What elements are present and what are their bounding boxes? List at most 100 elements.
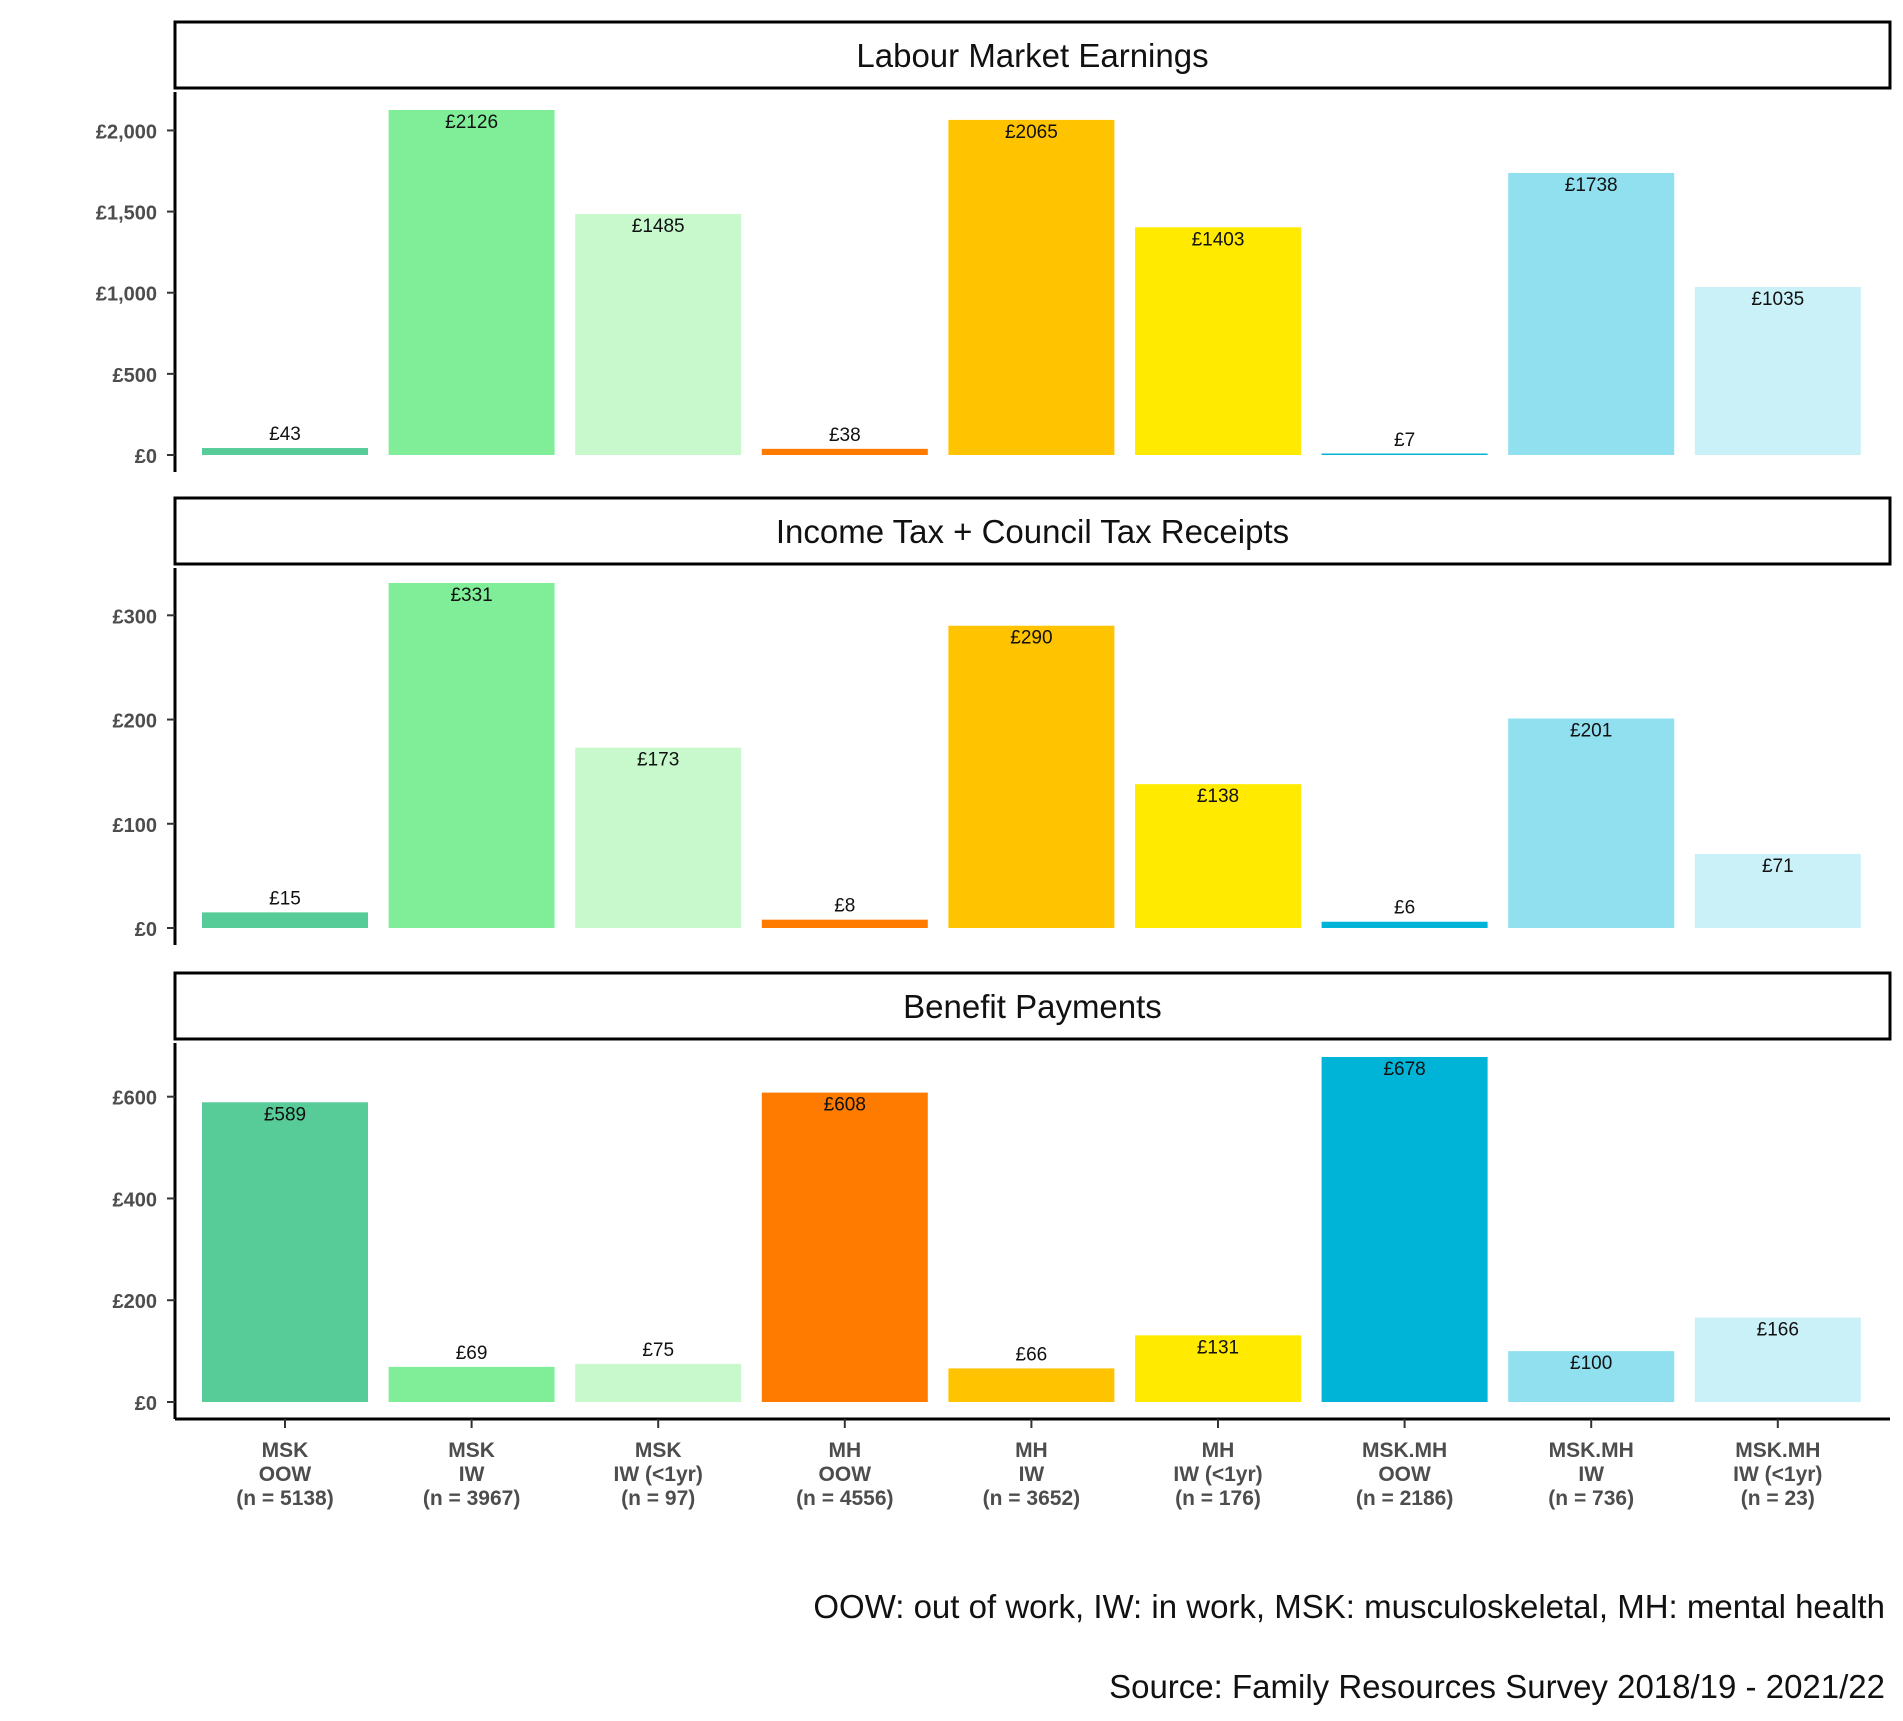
x-tick-label: (n = 3652) — [983, 1487, 1080, 1510]
y-tick-label: £400 — [113, 1189, 158, 1211]
bar — [948, 1368, 1115, 1402]
bar — [1321, 453, 1488, 455]
x-tick-label: (n = 2186) — [1356, 1487, 1453, 1510]
bar — [1508, 718, 1675, 928]
data-label: £2065 — [1005, 122, 1058, 143]
y-tick-label: £0 — [135, 446, 157, 468]
x-tick-label: MH — [828, 1439, 861, 1462]
data-label: £69 — [456, 1343, 488, 1364]
x-tick-label: (n = 5138) — [236, 1487, 333, 1510]
bar — [1135, 784, 1301, 928]
data-label: £608 — [824, 1095, 866, 1116]
data-label: £173 — [637, 750, 679, 771]
panel-title: Income Tax + Council Tax Receipts — [776, 513, 1289, 550]
data-label: £38 — [829, 425, 861, 446]
bar — [1508, 1351, 1675, 1402]
data-label: £100 — [1570, 1353, 1612, 1374]
data-label: £1403 — [1192, 229, 1245, 250]
x-tick-label: MH — [1202, 1439, 1235, 1462]
x-tick-label: OOW — [259, 1463, 312, 1486]
bar — [1694, 1317, 1861, 1402]
x-tick-label: MSK.MH — [1362, 1439, 1447, 1462]
bar — [1135, 227, 1301, 455]
data-label: £7 — [1394, 430, 1415, 451]
x-tick-label: (n = 23) — [1741, 1487, 1815, 1510]
x-tick-label: IW (<1yr) — [614, 1463, 703, 1486]
x-tick-label: MSK — [448, 1439, 495, 1462]
data-label: £1035 — [1751, 289, 1804, 310]
y-tick-label: £2,000 — [96, 121, 157, 143]
y-tick-label: £200 — [113, 1291, 158, 1313]
bar — [761, 919, 928, 928]
data-label: £15 — [269, 888, 301, 909]
data-label: £166 — [1757, 1320, 1799, 1341]
x-tick-label: OOW — [819, 1463, 872, 1486]
bar — [202, 912, 368, 928]
data-label: £43 — [269, 424, 301, 445]
y-tick-label: £0 — [135, 919, 157, 941]
bar — [1135, 1335, 1301, 1402]
x-tick-label: IW — [459, 1463, 485, 1486]
bar — [575, 1363, 742, 1402]
source-caption: Source: Family Resources Survey 2018/19 … — [1109, 1668, 1885, 1705]
data-label: £75 — [642, 1340, 674, 1361]
bar — [1321, 921, 1488, 928]
bar — [575, 214, 742, 455]
data-label: £201 — [1570, 720, 1612, 741]
bar — [575, 747, 742, 928]
bar — [1694, 853, 1861, 928]
x-tick-label: IW — [1578, 1463, 1604, 1486]
bar — [388, 583, 555, 928]
x-tick-label: MSK.MH — [1549, 1439, 1634, 1462]
y-tick-label: £500 — [113, 365, 158, 387]
data-label: £6 — [1394, 898, 1415, 919]
x-tick-label: MH — [1015, 1439, 1048, 1462]
y-tick-label: £1,000 — [96, 284, 157, 306]
y-tick-label: £200 — [113, 711, 158, 733]
y-tick-label: £0 — [135, 1393, 157, 1415]
data-label: £138 — [1197, 786, 1239, 807]
x-tick-label: (n = 4556) — [796, 1487, 893, 1510]
x-tick-label: MSK — [635, 1439, 682, 1462]
data-label: £678 — [1383, 1059, 1425, 1080]
x-tick-label: OOW — [1378, 1463, 1431, 1486]
panel-strip — [173, 971, 1892, 1041]
data-label: £131 — [1197, 1337, 1239, 1358]
x-tick-label: MSK.MH — [1735, 1439, 1820, 1462]
bar — [1508, 172, 1675, 455]
bar — [948, 625, 1115, 928]
x-tick-label: MSK — [262, 1439, 309, 1462]
data-label: £331 — [450, 585, 492, 606]
data-label: £290 — [1010, 628, 1052, 649]
bar — [948, 119, 1115, 456]
x-tick-label: (n = 97) — [621, 1487, 695, 1510]
y-tick-label: £600 — [113, 1088, 158, 1110]
x-tick-label: (n = 176) — [1175, 1487, 1261, 1510]
x-tick-label: IW — [1019, 1463, 1045, 1486]
panel-strip — [173, 496, 1892, 566]
data-label: £8 — [834, 896, 855, 917]
x-tick-label: IW (<1yr) — [1173, 1463, 1262, 1486]
data-label: £71 — [1762, 856, 1794, 877]
footnote: OOW: out of work, IW: in work, MSK: musc… — [813, 1588, 1885, 1625]
panel-title: Labour Market Earnings — [856, 37, 1208, 74]
x-tick-label: IW (<1yr) — [1733, 1463, 1822, 1486]
data-label: £66 — [1016, 1344, 1048, 1365]
data-label: £2126 — [445, 112, 498, 133]
y-tick-label: £1,500 — [96, 203, 157, 225]
bar — [1321, 1057, 1488, 1402]
data-label: £1485 — [632, 216, 685, 237]
bar — [761, 448, 928, 455]
y-tick-label: £100 — [113, 815, 158, 837]
data-label: £589 — [264, 1104, 306, 1125]
x-tick-label: (n = 736) — [1548, 1487, 1634, 1510]
x-tick-label: (n = 3967) — [423, 1487, 520, 1510]
bar — [1694, 287, 1861, 455]
y-tick-label: £300 — [113, 606, 158, 628]
bar — [202, 448, 368, 455]
panel-title: Benefit Payments — [903, 988, 1162, 1025]
data-label: £1738 — [1565, 175, 1618, 196]
bar — [761, 1092, 928, 1402]
bar — [388, 110, 555, 455]
